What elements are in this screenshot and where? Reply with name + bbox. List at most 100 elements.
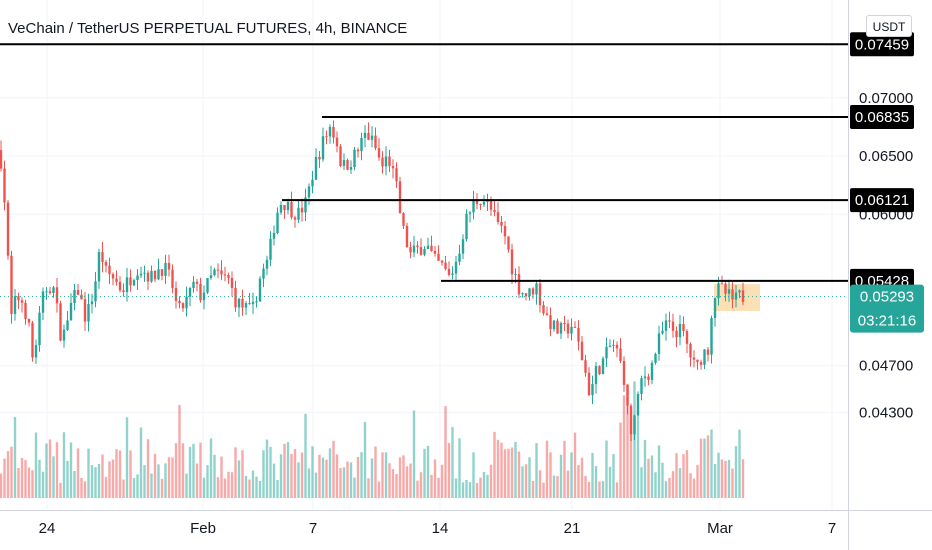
candle-488 xyxy=(486,200,489,202)
volume-bar xyxy=(272,463,276,498)
volume-bar xyxy=(461,482,465,498)
volume-bar xyxy=(356,456,360,498)
volume-bar xyxy=(241,450,244,498)
volume-bar xyxy=(451,427,454,498)
candle-540 xyxy=(538,283,542,306)
candle-253 xyxy=(251,301,255,305)
candle-64 xyxy=(62,329,66,341)
candle-89 xyxy=(87,304,90,322)
volume-bar xyxy=(311,446,314,498)
volume-bar xyxy=(325,459,328,498)
candle-countdown: 03:21:16 xyxy=(858,313,916,330)
volume-bar xyxy=(80,478,83,498)
candle-260 xyxy=(258,278,262,302)
volume-bar xyxy=(416,480,419,498)
volume-bar xyxy=(444,406,447,498)
volume-bar xyxy=(94,467,97,498)
candle-736 xyxy=(734,292,738,300)
volume-bar xyxy=(17,468,20,498)
candle-365 xyxy=(363,132,367,138)
volume-bar xyxy=(269,446,272,498)
volume-bar xyxy=(675,453,678,498)
candle-575 xyxy=(573,326,577,328)
volume-bar xyxy=(486,474,489,498)
volume-bar xyxy=(713,464,717,498)
volume-bar xyxy=(587,481,591,498)
volume-bar xyxy=(216,477,220,498)
candle-733 xyxy=(731,289,734,300)
volume-bar xyxy=(395,474,398,498)
volume-bar xyxy=(619,422,622,498)
volume-bar xyxy=(265,439,269,498)
volume-bar xyxy=(573,432,577,498)
candle-558 xyxy=(556,320,559,334)
candle-152 xyxy=(150,270,153,282)
volume-bar xyxy=(559,454,563,498)
candle-439 xyxy=(437,253,440,261)
volume-bar xyxy=(398,457,402,498)
volume-bar xyxy=(234,447,237,498)
volume-bar xyxy=(643,439,647,498)
volume-bar xyxy=(482,471,486,498)
candle-435 xyxy=(433,251,437,254)
candle-498 xyxy=(496,212,500,222)
candle-743 xyxy=(741,290,745,302)
volume-bar xyxy=(150,473,153,498)
candle-50 xyxy=(48,291,52,293)
candle-355 xyxy=(353,149,356,168)
volume-bar xyxy=(297,462,300,498)
candle-337 xyxy=(335,137,339,147)
candle-645 xyxy=(643,376,647,379)
volume-bar xyxy=(727,459,731,498)
volume-bar xyxy=(493,431,496,498)
candle-295 xyxy=(293,217,297,220)
currency-unit-badge[interactable]: USDT xyxy=(866,15,912,37)
volume-bar xyxy=(24,460,27,498)
volume-bar xyxy=(73,471,76,498)
volume-bar xyxy=(479,477,482,498)
candle-642 xyxy=(640,378,643,394)
candle-96 xyxy=(94,281,97,302)
candle-554 xyxy=(552,320,556,330)
candle-425 xyxy=(423,249,426,255)
candle-215 xyxy=(213,269,216,276)
candle-694 xyxy=(692,357,696,360)
volume-bar xyxy=(115,449,118,498)
volume-bar xyxy=(3,458,6,498)
candle-663 xyxy=(661,330,664,334)
candle-418 xyxy=(416,245,419,248)
candle-106 xyxy=(104,261,108,266)
candle-621 xyxy=(619,348,622,362)
candle-190 xyxy=(188,288,192,297)
candle-5 xyxy=(3,168,6,203)
volume-bar xyxy=(426,445,430,498)
candle-607 xyxy=(605,346,608,359)
volume-bar xyxy=(738,429,741,498)
volume-bar xyxy=(377,481,381,498)
volume-bar xyxy=(598,481,601,498)
candle-453 xyxy=(451,273,454,275)
level-label: 0.06121 xyxy=(855,192,909,209)
candle-40 xyxy=(38,312,41,346)
candle-47 xyxy=(45,291,48,293)
candle-414 xyxy=(412,245,416,253)
candle-456 xyxy=(454,261,458,274)
volume-bar xyxy=(412,410,416,498)
volume-bar xyxy=(577,464,580,498)
volume-bar xyxy=(353,477,356,498)
candle-358 xyxy=(356,149,360,152)
candle-491 xyxy=(489,200,493,210)
candle-299 xyxy=(297,207,300,220)
volume-bar xyxy=(0,473,3,498)
volume-bar xyxy=(689,473,692,498)
candle-194 xyxy=(192,281,195,289)
candle-603 xyxy=(601,358,605,375)
candle-351 xyxy=(349,167,353,170)
candle-551 xyxy=(549,315,552,330)
time-axis[interactable]: 24 Feb 7 14 21 Mar 7 xyxy=(39,520,837,537)
candle-579 xyxy=(577,327,580,342)
candle-712 xyxy=(710,318,713,355)
volume-bar xyxy=(125,417,129,498)
candle-166 xyxy=(164,262,167,276)
